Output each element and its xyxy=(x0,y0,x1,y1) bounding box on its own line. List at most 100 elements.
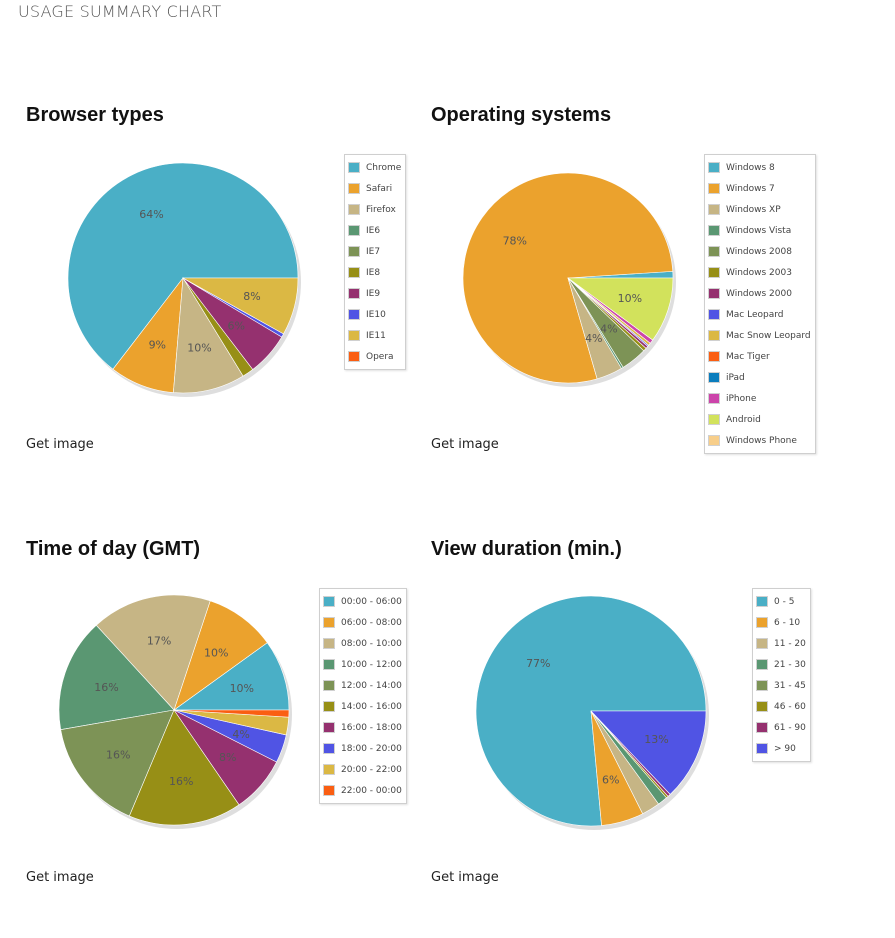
legend-label: Windows XP xyxy=(726,204,781,215)
legend-swatch xyxy=(323,785,335,796)
legend-label: Windows Phone xyxy=(726,435,797,446)
legend-swatch xyxy=(348,309,360,320)
legend-label: Windows 7 xyxy=(726,183,775,194)
pie-slice-08-00-10-00[interactable] xyxy=(95,594,211,711)
legend-item-windows-7[interactable]: Windows 7 xyxy=(708,178,811,199)
legend-item-31-45[interactable]: 31 - 45 xyxy=(756,675,806,696)
legend-item-12-00-14-00[interactable]: 12:00 - 14:00 xyxy=(323,675,402,696)
pie-slice-22-00-00-00[interactable] xyxy=(173,709,290,718)
legend-item-windows-xp[interactable]: Windows XP xyxy=(708,199,811,220)
get-image-link[interactable]: Get image xyxy=(431,870,499,885)
legend-item-mac-snow-leopard[interactable]: Mac Snow Leopard xyxy=(708,325,811,346)
legend-label: 18:00 - 20:00 xyxy=(341,743,402,754)
slice-label-firefox: 10% xyxy=(187,341,211,354)
pie-slice-90[interactable] xyxy=(590,710,707,795)
legend-label: IE11 xyxy=(366,330,386,341)
pie-slice-12-00-14-00[interactable] xyxy=(60,709,175,817)
legend-item-ie8[interactable]: IE8 xyxy=(348,262,401,283)
slice-label-00-00-06-00: 10% xyxy=(230,682,254,695)
pie-slice-06-00-08-00[interactable] xyxy=(173,600,268,711)
pie-slice-android[interactable] xyxy=(567,277,674,341)
legend-item-windows-2008[interactable]: Windows 2008 xyxy=(708,241,811,262)
legend-item-14-00-16-00[interactable]: 14:00 - 16:00 xyxy=(323,696,402,717)
legend-item-21-30[interactable]: 21 - 30 xyxy=(756,654,806,675)
legend-item-22-00-00-00[interactable]: 22:00 - 00:00 xyxy=(323,780,402,801)
legend-item-ie10[interactable]: IE10 xyxy=(348,304,401,325)
legend-item-android[interactable]: Android xyxy=(708,409,811,430)
legend-item-46-60[interactable]: 46 - 60 xyxy=(756,696,806,717)
legend-item-firefox[interactable]: Firefox xyxy=(348,199,401,220)
legend-item-ie7[interactable]: IE7 xyxy=(348,241,401,262)
legend-swatch xyxy=(323,596,335,607)
pie-slice-00-00-06-00[interactable] xyxy=(173,642,290,711)
legend-label: 12:00 - 14:00 xyxy=(341,680,402,691)
browser-types-pie-chart: 64% 9% 10% 6% 8% xyxy=(67,162,301,397)
get-image-link[interactable]: Get image xyxy=(26,437,94,452)
legend-swatch xyxy=(348,246,360,257)
legend-item-opera[interactable]: Opera xyxy=(348,346,401,367)
legend-item-0-5[interactable]: 0 - 5 xyxy=(756,591,806,612)
legend-item-windows-8[interactable]: Windows 8 xyxy=(708,157,811,178)
legend-label: Windows 8 xyxy=(726,162,775,173)
legend-label: Android xyxy=(726,414,761,425)
legend-item-windows-phone[interactable]: Windows Phone xyxy=(708,430,811,451)
legend-label: Windows 2000 xyxy=(726,288,792,299)
legend-swatch xyxy=(708,393,720,404)
view-duration-legend: 0 - 5 6 - 10 11 - 20 21 - 30 31 - 45 46 - 60 6… xyxy=(752,588,811,762)
legend-item-mac-leopard[interactable]: Mac Leopard xyxy=(708,304,811,325)
chart-title: Time of day (GMT) xyxy=(26,538,201,560)
legend-item-windows-vista[interactable]: Windows Vista xyxy=(708,220,811,241)
legend-item-safari[interactable]: Safari xyxy=(348,178,401,199)
page-title: USAGE SUMMARY CHART xyxy=(18,2,222,21)
legend-item-08-00-10-00[interactable]: 08:00 - 10:00 xyxy=(323,633,402,654)
legend-label: 16:00 - 18:00 xyxy=(341,722,402,733)
legend-item-windows-2000[interactable]: Windows 2000 xyxy=(708,283,811,304)
legend-swatch xyxy=(348,204,360,215)
legend-swatch xyxy=(708,267,720,278)
legend-item-6-10[interactable]: 6 - 10 xyxy=(756,612,806,633)
slice-label-windows-xp: 4% xyxy=(585,332,602,345)
legend-item-20-00-22-00[interactable]: 20:00 - 22:00 xyxy=(323,759,402,780)
pie-slice-ie11[interactable] xyxy=(181,277,299,335)
legend-item-18-00-20-00[interactable]: 18:00 - 20:00 xyxy=(323,738,402,759)
legend-swatch xyxy=(708,351,720,362)
legend-item-11-20[interactable]: 11 - 20 xyxy=(756,633,806,654)
get-image-link[interactable]: Get image xyxy=(431,437,499,452)
legend-item-10-00-12-00[interactable]: 10:00 - 12:00 xyxy=(323,654,402,675)
slice-label-0-5: 77% xyxy=(526,657,550,670)
pie-slice-10-00-12-00[interactable] xyxy=(58,624,175,731)
legend-item-06-00-08-00[interactable]: 06:00 - 08:00 xyxy=(323,612,402,633)
legend-item-ipad[interactable]: iPad xyxy=(708,367,811,388)
legend-item-90[interactable]: > 90 xyxy=(756,738,806,759)
time-of-day-pie-chart: 10% 10% 17% 16% 16% 16% 8% 4% xyxy=(58,594,292,829)
legend-label: IE7 xyxy=(366,246,381,257)
legend-item-16-00-18-00[interactable]: 16:00 - 18:00 xyxy=(323,717,402,738)
legend-item-iphone[interactable]: iPhone xyxy=(708,388,811,409)
operating-systems-legend: Windows 8 Windows 7 Windows XP Windows Vist… xyxy=(704,154,816,454)
legend-item-ie9[interactable]: IE9 xyxy=(348,283,401,304)
pie-slice-firefox[interactable] xyxy=(173,277,244,394)
get-image-link[interactable]: Get image xyxy=(26,870,94,885)
legend-label: Mac Tiger xyxy=(726,351,770,362)
legend-label: > 90 xyxy=(774,743,796,754)
legend-item-00-00-06-00[interactable]: 00:00 - 06:00 xyxy=(323,591,402,612)
legend-item-ie11[interactable]: IE11 xyxy=(348,325,401,346)
legend-swatch xyxy=(323,680,335,691)
pie-slice-chrome[interactable] xyxy=(67,162,299,370)
slice-label-chrome: 64% xyxy=(139,208,163,221)
operating-systems-pie-chart: 78% 4%4% 10% xyxy=(462,172,676,387)
legend-label: Windows 2008 xyxy=(726,246,792,257)
legend-swatch xyxy=(323,701,335,712)
legend-label: Windows 2003 xyxy=(726,267,792,278)
pie-slice-14-00-16-00[interactable] xyxy=(128,709,240,826)
legend-label: 6 - 10 xyxy=(774,617,801,628)
legend-item-61-90[interactable]: 61 - 90 xyxy=(756,717,806,738)
legend-item-windows-2003[interactable]: Windows 2003 xyxy=(708,262,811,283)
pie-slice-0-5[interactable] xyxy=(475,595,707,827)
operating-systems-panel: Operating systems 78% 4% 4% 10% Windows 8 Wi… xyxy=(431,104,861,504)
legend-item-mac-tiger[interactable]: Mac Tiger xyxy=(708,346,811,367)
legend-label: 06:00 - 08:00 xyxy=(341,617,402,628)
legend-item-chrome[interactable]: Chrome xyxy=(348,157,401,178)
legend-label: 20:00 - 22:00 xyxy=(341,764,402,775)
legend-item-ie6[interactable]: IE6 xyxy=(348,220,401,241)
